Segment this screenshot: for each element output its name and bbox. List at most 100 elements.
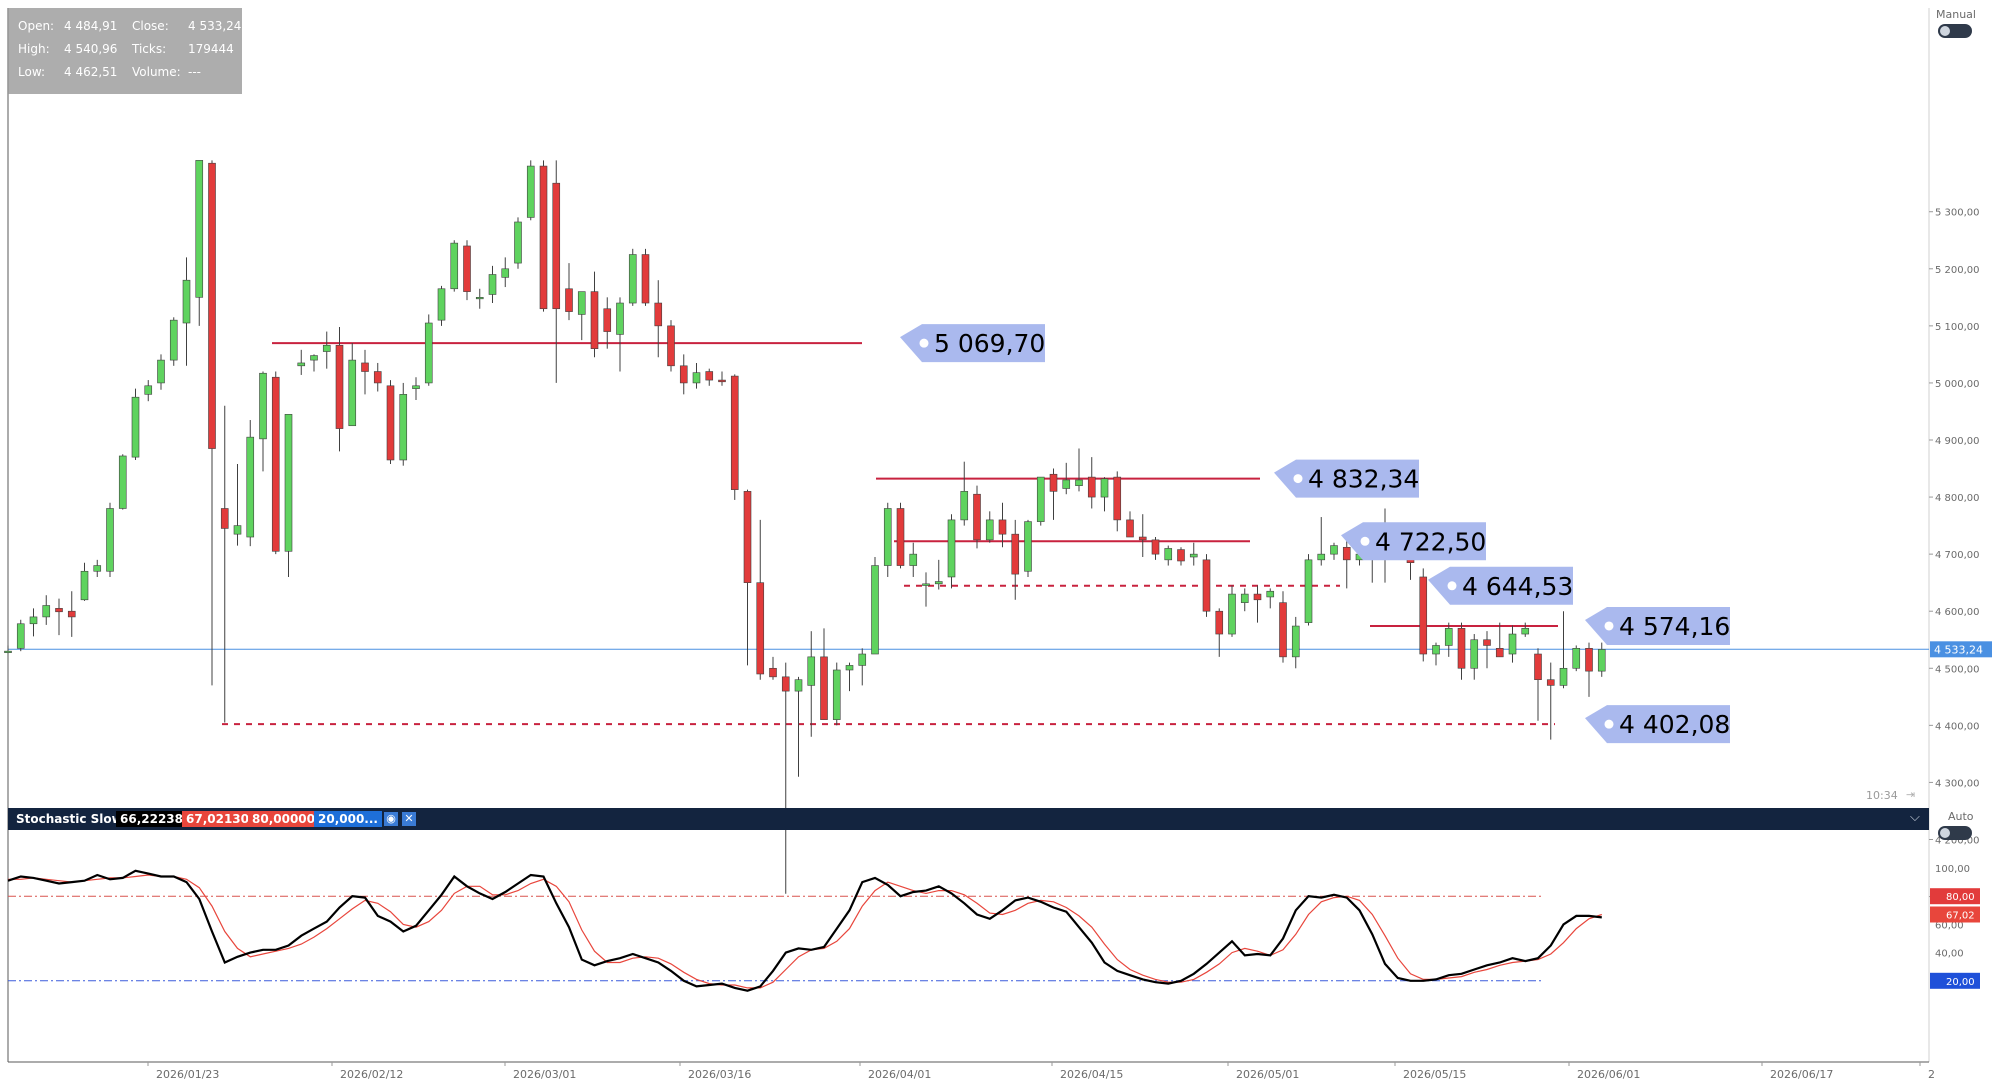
auto-scale-toggle[interactable]	[1938, 826, 1972, 840]
candle-body	[539, 165, 548, 310]
candle-body	[1495, 648, 1504, 658]
date-tick-label: 2026/04/01	[868, 1068, 931, 1081]
candle-body	[169, 319, 178, 361]
candle-body	[475, 297, 484, 300]
candle-body	[526, 165, 535, 218]
candle-body	[781, 676, 790, 692]
candle-body	[271, 376, 280, 552]
candle-body	[871, 565, 879, 655]
candle-body	[1444, 628, 1453, 646]
level-callout-label: 4 722,50	[1375, 527, 1486, 556]
candle-body	[552, 182, 561, 310]
candle-body	[233, 525, 242, 535]
lower-band-badge	[1930, 972, 1980, 989]
candle-body	[55, 608, 63, 613]
level-callout-label: 4 402,08	[1619, 710, 1730, 739]
candle-body	[909, 553, 918, 566]
close-label: Close:	[132, 19, 169, 33]
candle-body	[144, 385, 153, 395]
level-callout-label: 4 832,34	[1308, 465, 1419, 494]
level-callout-label: 4 644,53	[1462, 572, 1573, 601]
date-tick-label: 2	[1928, 1068, 1935, 1081]
level-callout-dot	[1604, 719, 1614, 729]
collapse-chevron-icon[interactable]: ⌵	[1910, 810, 1920, 825]
candle-body	[934, 581, 943, 585]
candle-body	[1291, 625, 1300, 658]
candle-body	[756, 582, 765, 675]
candle-body	[195, 160, 204, 298]
low-value: 4 462,51	[64, 65, 118, 79]
auto-label: Auto	[1948, 810, 1974, 823]
upper-band-badge-label: 80,00	[1946, 892, 1975, 903]
candle-body	[208, 162, 216, 449]
candle-body	[412, 385, 420, 389]
candle-body	[1521, 628, 1530, 635]
candle-body	[246, 436, 255, 538]
candle-body	[1075, 479, 1083, 486]
current-price-badge	[1930, 641, 1992, 658]
manual-scale-toggle[interactable]	[1938, 24, 1972, 38]
price-tick-label: 4 500,00	[1935, 664, 1980, 675]
close-indicator-icon[interactable]: ✕	[402, 812, 416, 826]
candle-body	[577, 291, 586, 315]
candle-body	[399, 394, 408, 461]
candle-body	[118, 455, 127, 509]
candle-body	[1138, 536, 1147, 541]
candle-body	[858, 653, 867, 666]
candle-body	[1087, 476, 1096, 498]
candle-body	[259, 372, 267, 440]
candle-body	[386, 385, 395, 461]
candle-body	[1177, 549, 1185, 562]
level-callout-dot	[1447, 581, 1457, 591]
price-tick-label: 5 100,00	[1935, 322, 1980, 333]
candle-body	[769, 667, 777, 678]
candle-body	[1483, 639, 1491, 646]
candle-body	[1546, 679, 1555, 686]
lower-band-badge-label: 20,00	[1946, 977, 1975, 988]
candle-body	[807, 656, 816, 686]
candle-body	[1572, 648, 1581, 669]
d-value-chip: 67,02130	[182, 811, 254, 827]
level-callout-dot	[919, 338, 929, 348]
level-callout-box	[1585, 606, 1730, 645]
candle-body	[424, 322, 433, 384]
oscillator-title: Stochastic Slow	[16, 812, 123, 826]
candle-body	[1100, 478, 1109, 498]
candle-body	[1266, 590, 1275, 598]
price-tick-label: 5 200,00	[1935, 265, 1980, 276]
candle-body	[641, 254, 650, 304]
grid-layer	[7, 8, 1930, 1063]
candle-body	[654, 302, 663, 327]
price-tick-label: 4 800,00	[1935, 493, 1980, 504]
candle-body	[437, 288, 446, 321]
candle-body	[565, 288, 573, 312]
candle-body	[514, 221, 522, 264]
osc-tick-label: 40,00	[1935, 949, 1964, 960]
candle-body	[361, 362, 369, 372]
candle-body	[692, 372, 701, 384]
stochastic-panel: 100,0080,0060,0040,0020,0080,0067,0220,0…	[7, 864, 1980, 992]
date-tick-label: 2026/03/16	[688, 1068, 751, 1081]
date-tick-label: 2026/05/01	[1236, 1068, 1299, 1081]
visibility-eye-icon[interactable]: ◉	[384, 812, 398, 826]
candle-body	[1126, 519, 1134, 538]
ticks-label: Ticks:	[132, 42, 167, 56]
open-value: 4 484,91	[64, 19, 118, 33]
candle-body	[16, 623, 25, 649]
candle-body	[794, 679, 803, 692]
candle-body	[463, 245, 471, 292]
candle-body	[883, 508, 892, 566]
candle-body	[1253, 593, 1262, 601]
candle-body	[998, 519, 1007, 535]
candle-body	[1011, 533, 1020, 575]
candle-body	[1151, 539, 1160, 555]
price-tick-label: 4 400,00	[1935, 721, 1980, 732]
candle-body	[1240, 593, 1249, 603]
level-callout-dot	[1293, 474, 1303, 484]
candle-body	[1113, 476, 1122, 521]
date-tick-label: 2026/02/12	[340, 1068, 403, 1081]
candle-body	[488, 274, 497, 295]
candle-body	[1330, 545, 1338, 555]
candle-body	[220, 508, 229, 529]
